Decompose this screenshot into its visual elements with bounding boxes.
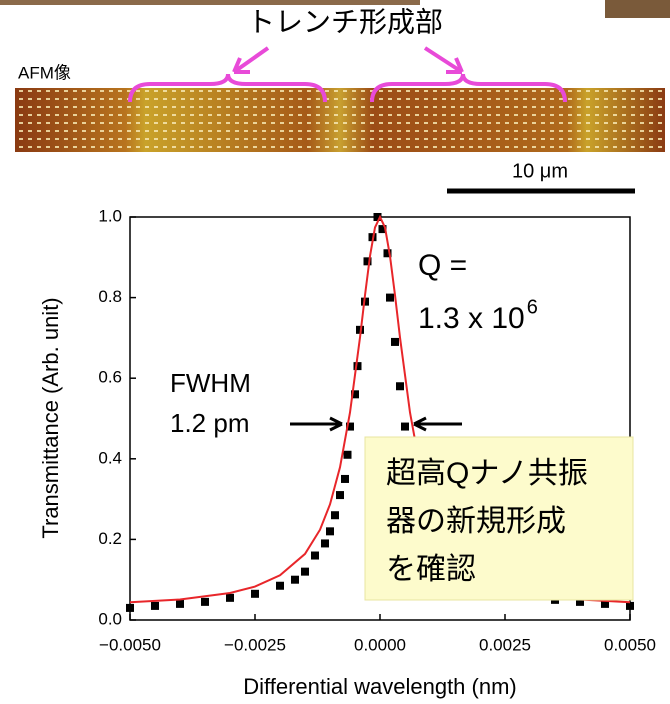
top-strip — [0, 0, 420, 5]
x-tick-label: 0.0025 — [479, 635, 531, 654]
data-point — [336, 491, 344, 499]
data-point — [301, 568, 309, 576]
corner-image — [605, 0, 670, 18]
x-tick-label: −0.0050 — [99, 635, 161, 654]
q-value: 1.3 x 10 — [418, 302, 525, 335]
y-axis-label: Transmittance (Arb. unit) — [38, 297, 63, 538]
data-point — [311, 552, 319, 560]
data-point — [386, 294, 394, 302]
x-tick-label: −0.0025 — [224, 635, 286, 654]
q-label: Q = — [418, 249, 467, 282]
arrow — [290, 418, 342, 430]
figure: トレンチ形成部 AFM像 10 μm Differential waveleng… — [0, 0, 670, 704]
x-axis-label: Differential wavelength (nm) — [243, 674, 517, 699]
data-point — [396, 382, 404, 390]
data-point — [401, 423, 409, 431]
data-point — [176, 600, 184, 608]
callout-text: 超高Qナノ共振 — [386, 457, 588, 490]
fwhm-label: FWHM — [170, 368, 251, 398]
callout-text: を確認 — [386, 553, 476, 586]
data-point — [226, 594, 234, 602]
data-point — [126, 604, 134, 612]
data-point — [331, 511, 339, 519]
afm-title: トレンチ形成部 — [247, 6, 443, 37]
data-point — [276, 582, 284, 590]
x-tick-label: 0.0050 — [604, 635, 656, 654]
callout-text: 器の新規形成 — [386, 505, 566, 538]
arrow — [414, 418, 462, 430]
data-point — [291, 576, 299, 584]
data-point — [391, 338, 399, 346]
y-tick-label: 0.0 — [98, 609, 122, 628]
data-point — [251, 590, 259, 598]
data-point — [151, 602, 159, 610]
scale-label: 10 μm — [512, 160, 568, 182]
y-tick-label: 0.6 — [98, 368, 122, 387]
y-tick-label: 1.0 — [98, 206, 122, 225]
data-point — [326, 527, 334, 535]
data-point — [344, 451, 352, 459]
y-tick-label: 0.4 — [98, 448, 122, 467]
q-exponent: 6 — [527, 296, 538, 318]
y-tick-label: 0.8 — [98, 287, 122, 306]
data-point — [201, 598, 209, 606]
afm-texture — [15, 88, 665, 152]
data-point — [341, 475, 349, 483]
x-tick-label: 0.0000 — [354, 635, 406, 654]
afm-label: AFM像 — [18, 63, 71, 82]
data-point — [321, 539, 329, 547]
fwhm-value: 1.2 pm — [170, 408, 250, 438]
y-tick-label: 0.2 — [98, 529, 122, 548]
